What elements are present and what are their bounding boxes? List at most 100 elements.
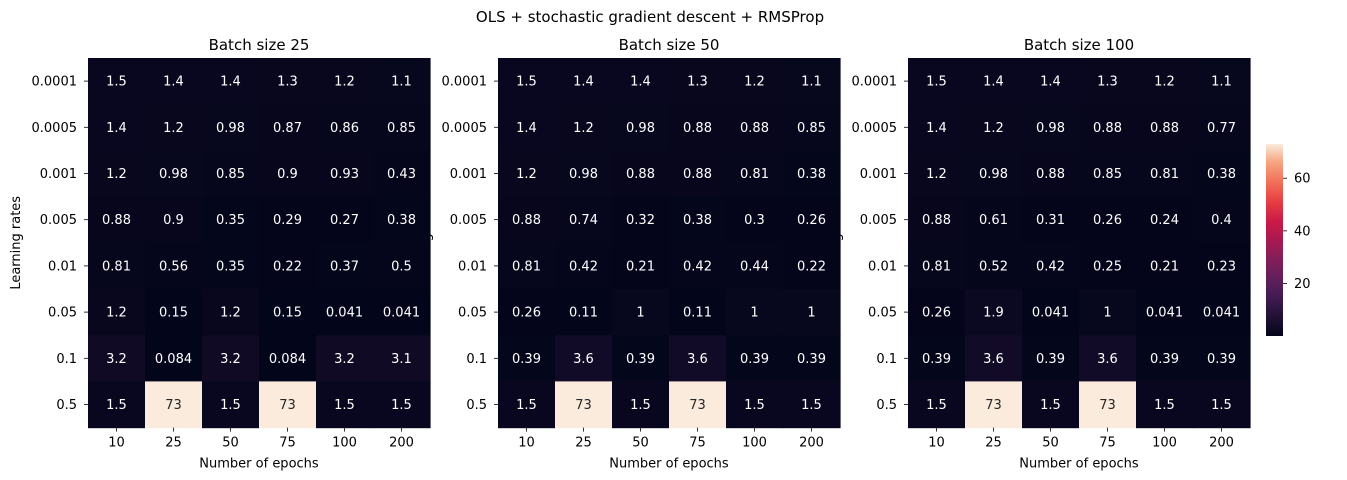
- heatmap-cell: [783, 58, 841, 105]
- cell-label: 0.35: [216, 259, 245, 274]
- x-tick-label: 75: [689, 436, 706, 451]
- cell-label: 3.2: [106, 352, 127, 367]
- cell-label: 1.3: [687, 75, 708, 90]
- cell-label: 0.74: [569, 213, 598, 228]
- heatmap-cell: [908, 289, 966, 336]
- x-tick-label: 100: [1152, 436, 1177, 451]
- cell-label: 1.2: [220, 306, 241, 321]
- heatmap-cell: [373, 289, 431, 336]
- heatmap-cell: [965, 381, 1023, 429]
- heatmap-cell: [726, 335, 784, 382]
- heatmap-cell: [316, 335, 374, 382]
- heatmap-cell: [908, 196, 966, 244]
- heatmap-cell: [612, 289, 670, 336]
- panel-title: Batch size 100: [1024, 36, 1134, 54]
- heatmap-cell: [965, 196, 1023, 244]
- cell-label: 1: [636, 306, 644, 321]
- cell-label: 1.4: [926, 121, 947, 136]
- cell-label: 1.5: [391, 398, 412, 413]
- heatmap-cell: [1022, 196, 1080, 244]
- cell-label: 0.39: [922, 352, 951, 367]
- cell-label: 1.5: [1040, 398, 1061, 413]
- heatmap-cell: [88, 150, 146, 198]
- heatmap-cell: [726, 289, 784, 336]
- cell-label: 0.81: [1150, 167, 1179, 182]
- x-axis-label: Number of epochs: [1019, 457, 1139, 472]
- x-tick-label: 25: [985, 436, 1002, 451]
- y-tick-label: 0.05: [458, 306, 487, 321]
- heatmap-cell: [726, 381, 784, 429]
- cell-label: 0.42: [1036, 259, 1065, 274]
- y-tick-label: 0.1: [876, 352, 897, 367]
- x-tick-label: 200: [389, 436, 414, 451]
- cell-label: 0.26: [512, 306, 541, 321]
- heatmap-cell: [1193, 196, 1251, 244]
- heatmap-cell: [612, 335, 670, 382]
- cell-label: 0.39: [626, 352, 655, 367]
- cell-label: 0.11: [569, 306, 598, 321]
- cell-label: 1.3: [277, 75, 298, 90]
- cell-label: 0.98: [979, 167, 1008, 182]
- cell-label: 0.39: [1150, 352, 1179, 367]
- cell-label: 0.21: [1150, 259, 1179, 274]
- heatmap-cell: [88, 196, 146, 244]
- heatmap-cell: [783, 196, 841, 244]
- cell-label: 0.23: [1207, 259, 1236, 274]
- cell-label: 1: [750, 306, 758, 321]
- cell-label: 0.26: [922, 306, 951, 321]
- cell-label: 0.9: [163, 213, 184, 228]
- heatmap-cell: [498, 242, 556, 290]
- y-axis-label: Learning rates: [9, 196, 24, 290]
- heatmap-cell: [145, 335, 203, 382]
- cell-label: 0.38: [387, 213, 416, 228]
- cell-label: 1.2: [516, 167, 537, 182]
- heatmap-cell: [373, 104, 431, 151]
- heatmap-cell: [373, 335, 431, 382]
- cell-label: 0.22: [797, 259, 826, 274]
- cell-label: 73: [1099, 398, 1116, 413]
- heatmap-cell: [726, 150, 784, 198]
- heatmap-cell: [1136, 104, 1194, 151]
- cell-label: 0.43: [387, 167, 416, 182]
- cell-label: 0.15: [159, 306, 188, 321]
- heatmap-cell: [316, 104, 374, 151]
- heatmap-cell: [965, 58, 1023, 105]
- cell-label: 0.88: [1093, 121, 1122, 136]
- heatmap-cell: [1136, 150, 1194, 198]
- heatmap-cell: [1022, 335, 1080, 382]
- colorbar: 20 40 60: [1266, 144, 1311, 336]
- heatmap-cell: [316, 58, 374, 105]
- y-tick-label: 0.0005: [852, 121, 898, 136]
- cell-label: 1.1: [391, 75, 412, 90]
- heatmap-cell: [498, 381, 556, 429]
- cell-label: 3.2: [334, 352, 355, 367]
- cell-label: 1.5: [801, 398, 822, 413]
- cell-label: 0.37: [330, 259, 359, 274]
- cell-label: 1.4: [106, 121, 127, 136]
- heatmap-cell: [1136, 381, 1194, 429]
- heatmap-cell: [908, 242, 966, 290]
- heatmap-cell: [88, 104, 146, 151]
- cell-label: 0.25: [1093, 259, 1122, 274]
- cell-label: 73: [985, 398, 1002, 413]
- heatmap-cell: [373, 381, 431, 429]
- cell-label: 0.26: [1093, 213, 1122, 228]
- heatmap-cell: [1136, 289, 1194, 336]
- heatmap-cell: [316, 242, 374, 290]
- cell-label: 1.4: [220, 75, 241, 90]
- cell-label: 0.11: [683, 306, 712, 321]
- heatmap-cell: [612, 104, 670, 151]
- cell-label: 0.27: [330, 213, 359, 228]
- heatmap-cell: [555, 104, 613, 151]
- x-tick-label: 100: [332, 436, 357, 451]
- colorbar-gradient: [1266, 144, 1283, 336]
- y-tick-label: 0.0005: [442, 121, 488, 136]
- colorbar-tick-label: 40: [1294, 224, 1311, 239]
- heatmap-cell: [612, 196, 670, 244]
- cell-label: 0.39: [740, 352, 769, 367]
- cell-label: 1.2: [926, 167, 947, 182]
- x-tick-label: 200: [799, 436, 824, 451]
- cell-label: 0.88: [683, 167, 712, 182]
- heatmap-cell: [669, 381, 727, 429]
- heatmap-cell: [1079, 150, 1137, 198]
